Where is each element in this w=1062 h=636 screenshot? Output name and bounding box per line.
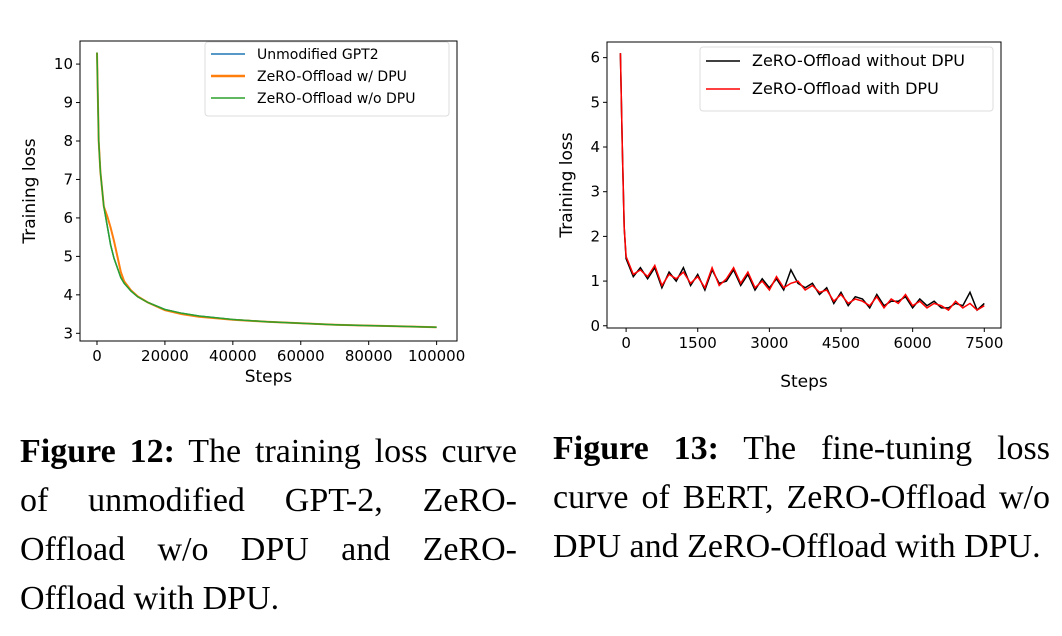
chart2-plot-frame (606, 41, 1002, 329)
chart1-y-tick-label: 5 (63, 247, 73, 265)
figure-13-text: The fine-tuning loss curve of BERT, ZeRO… (553, 430, 1050, 565)
chart2-x-tick-label: 4500 (822, 334, 860, 352)
chart1-legend-label: ZeRO-Offload w/o DPU (257, 91, 415, 107)
chart2-y-tick-label: 4 (590, 138, 600, 156)
chart1-x-tick-label: 20000 (141, 347, 189, 365)
chart2-series-line-1 (619, 53, 985, 312)
chart2-x-tick-label: 0 (621, 334, 631, 352)
chart1-x-axis-label: Steps (245, 367, 293, 387)
chart2-x-tick-label: 6000 (894, 334, 932, 352)
chart1-legend-label: Unmodified GPT2 (257, 47, 379, 63)
chart2-x-tick-label: 7500 (965, 334, 1003, 352)
chart2-y-tick-label: 0 (590, 317, 600, 335)
chart1-x-tick-label: 60000 (277, 347, 325, 365)
chart1-legend-label: ZeRO-Offload w/ DPU (257, 69, 407, 85)
chart2-legend-label: ZeRO-Offload with DPU (752, 79, 939, 98)
chart2-y-tick-label: 6 (590, 49, 600, 67)
chart2-x-axis-label: Steps (780, 372, 828, 392)
chart1-x-tick-label: 100000 (408, 347, 465, 365)
chart1-y-tick-label: 8 (63, 132, 73, 150)
chart2-legend-label: ZeRO-Offload without DPU (752, 51, 965, 70)
chart2-y-tick-label: 3 (590, 183, 600, 201)
chart1-y-tick-label: 3 (63, 324, 73, 342)
chart1-x-tick-label: 80000 (345, 347, 393, 365)
figure-charts: 0 20000 40000 60000 80000 100000345678910Step… (20, 40, 1003, 392)
chart2-x-tick-label: 1500 (679, 334, 717, 352)
figure-13-caption: Figure 13: The fine-tuning loss curve of… (553, 424, 1050, 571)
chart2-y-axis-label: Training loss (557, 132, 577, 238)
chart1-series-line-3 (96, 52, 437, 328)
chart1-y-axis-label: Training loss (20, 138, 40, 244)
chart1-y-tick-label: 7 (63, 170, 73, 188)
chart2-y-tick-label: 5 (590, 93, 600, 111)
chart2-series-line-2 (619, 53, 985, 312)
chart1-x-tick-label: 40000 (209, 347, 257, 365)
chart1-y-tick-label: 9 (63, 94, 73, 112)
chart1-y-tick-label: 6 (63, 209, 73, 227)
chart2-y-tick-label: 2 (590, 227, 600, 245)
chart2-x-tick-label: 3000 (750, 334, 788, 352)
chart1-y-tick-label: 10 (54, 55, 73, 73)
figure-12-caption: Figure 12: The training loss curve of un… (20, 427, 517, 623)
chart1-plot-frame (79, 40, 458, 342)
chart1-x-tick-label: 0 (92, 347, 102, 365)
chart1-y-tick-label: 4 (63, 286, 73, 304)
chart2-y-tick-label: 1 (590, 272, 600, 290)
figure-13-label: Figure 13: (553, 430, 719, 467)
chart2-legend-box (699, 46, 994, 112)
figure-12-label: Figure 12: (20, 433, 175, 470)
chart1-legend-box (204, 41, 450, 117)
figure-12-text: The training loss curve of unmodified GP… (20, 433, 517, 617)
